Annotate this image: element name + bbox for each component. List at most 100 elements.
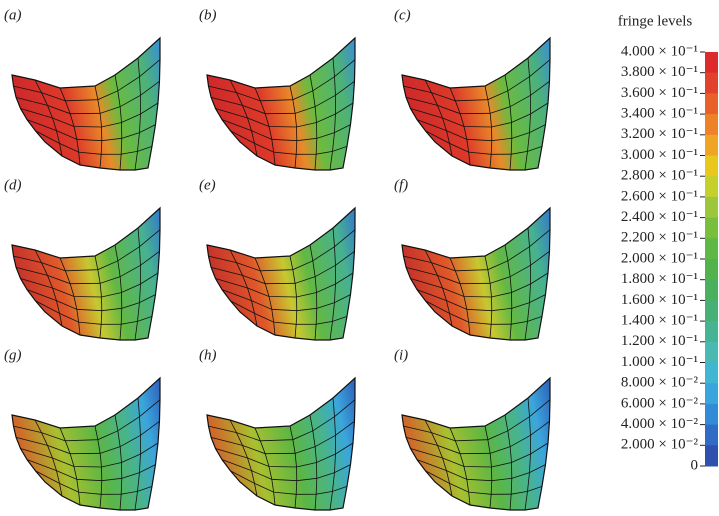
legend-tick-label: 1.400 × 10⁻¹: [621, 313, 698, 329]
colorbar-band: [705, 114, 718, 136]
mesh: [206, 376, 356, 511]
mesh-line: [114, 74, 123, 171]
panel-label: (b): [199, 7, 217, 23]
mesh-line: [524, 57, 531, 171]
panel: (i): [394, 347, 551, 511]
panel: (c): [394, 7, 551, 171]
colorbar-band: [705, 93, 718, 115]
mesh-line: [114, 414, 123, 511]
colorbar-band: [705, 279, 718, 301]
panel: (b): [199, 7, 356, 171]
legend-tick-label: 4.000 × 10⁻¹: [621, 43, 698, 59]
mesh-line: [504, 244, 513, 341]
colorbar-band: [705, 217, 718, 239]
mesh-line: [424, 79, 453, 157]
mesh-line: [134, 397, 141, 511]
mesh-line: [134, 227, 141, 341]
legend-tick-label: 0: [691, 457, 699, 473]
mesh-line: [134, 57, 141, 171]
legend-tick-label: 1.600 × 10⁻¹: [621, 292, 698, 308]
mesh-line: [34, 249, 63, 327]
legend-tick-label: 1.200 × 10⁻¹: [621, 333, 698, 349]
colorbar-band: [705, 445, 718, 467]
colorbar-band: [705, 300, 718, 322]
colorbar-band: [705, 321, 718, 343]
colorbar-band: [705, 259, 718, 281]
mesh-line: [229, 419, 258, 497]
mesh-line: [59, 87, 81, 166]
legend-tick-label: 3.400 × 10⁻¹: [621, 106, 698, 122]
panel: (g): [4, 347, 161, 511]
panel-label: (e): [199, 177, 216, 193]
colorbar-band: [705, 134, 718, 156]
panel-label: (f): [394, 177, 408, 193]
legend-tick-label: 3.000 × 10⁻¹: [621, 147, 698, 163]
mesh-line: [449, 257, 471, 336]
legend-tick-label: 2.400 × 10⁻¹: [621, 209, 698, 225]
panel: (a): [4, 7, 161, 171]
mesh-line: [504, 74, 513, 171]
mesh-line: [484, 85, 493, 169]
mesh-line: [309, 74, 318, 171]
mesh-line: [94, 425, 103, 509]
mesh: [401, 376, 551, 511]
mesh-line: [449, 427, 471, 506]
mesh-line: [254, 87, 276, 166]
mesh: [11, 206, 161, 341]
mesh-line: [484, 425, 493, 509]
mesh-line: [254, 257, 276, 336]
colorbar-band: [705, 362, 718, 384]
legend-title: fringe levels: [618, 13, 693, 29]
colorbar-band: [705, 403, 718, 426]
legend-tick-label: 2.200 × 10⁻¹: [621, 230, 698, 246]
mesh-line: [94, 85, 103, 169]
mesh-line: [329, 397, 336, 511]
panel: (f): [394, 177, 551, 341]
legend-tick-label: 6.000 × 10⁻²: [621, 395, 699, 411]
panel-label: (i): [394, 347, 408, 363]
panel: (e): [199, 177, 356, 341]
colorbar-band: [705, 383, 718, 405]
panel: (h): [199, 347, 356, 511]
legend-tick-label: 2.800 × 10⁻¹: [621, 168, 698, 184]
mesh-line: [94, 255, 103, 339]
mesh-line: [254, 427, 276, 506]
legend-tick-label: 2.000 × 10⁻²: [621, 437, 699, 453]
mesh-line: [424, 419, 453, 497]
panel-label: (a): [4, 7, 22, 23]
mesh-line: [34, 79, 63, 157]
colorbar-band: [705, 238, 718, 260]
mesh: [206, 206, 356, 341]
mesh: [206, 36, 356, 171]
mesh: [401, 206, 551, 341]
legend-tick-label: 8.000 × 10⁻²: [621, 375, 699, 391]
mesh-line: [59, 257, 81, 336]
mesh: [11, 36, 161, 171]
mesh-line: [289, 85, 298, 169]
legend-tick-label: 1.000 × 10⁻¹: [621, 354, 698, 370]
colorbar-band: [705, 52, 718, 74]
mesh-line: [524, 227, 531, 341]
panel-label: (d): [4, 177, 22, 193]
panel: (d): [4, 177, 161, 341]
mesh-line: [34, 419, 63, 497]
mesh-line: [484, 255, 493, 339]
legend-tick-label: 3.800 × 10⁻¹: [621, 64, 698, 80]
legend-tick-label: 2.000 × 10⁻¹: [621, 250, 698, 266]
legend-tick-label: 3.200 × 10⁻¹: [621, 126, 698, 142]
panel-label: (c): [394, 7, 411, 23]
mesh-line: [289, 255, 298, 339]
colorbar-band: [705, 196, 718, 219]
legend-tick-label: 4.000 × 10⁻²: [621, 416, 699, 432]
mesh-line: [59, 427, 81, 506]
mesh-line: [309, 414, 318, 511]
legend-tick-label: 2.600 × 10⁻¹: [621, 188, 698, 204]
mesh-line: [329, 57, 336, 171]
mesh-line: [329, 227, 336, 341]
colorbar-band: [705, 155, 718, 177]
mesh-line: [504, 414, 513, 511]
colorbar-band: [705, 72, 718, 94]
colorbar-band: [705, 424, 718, 446]
mesh-line: [424, 249, 453, 327]
legend-tick-label: 3.600 × 10⁻¹: [621, 85, 698, 101]
